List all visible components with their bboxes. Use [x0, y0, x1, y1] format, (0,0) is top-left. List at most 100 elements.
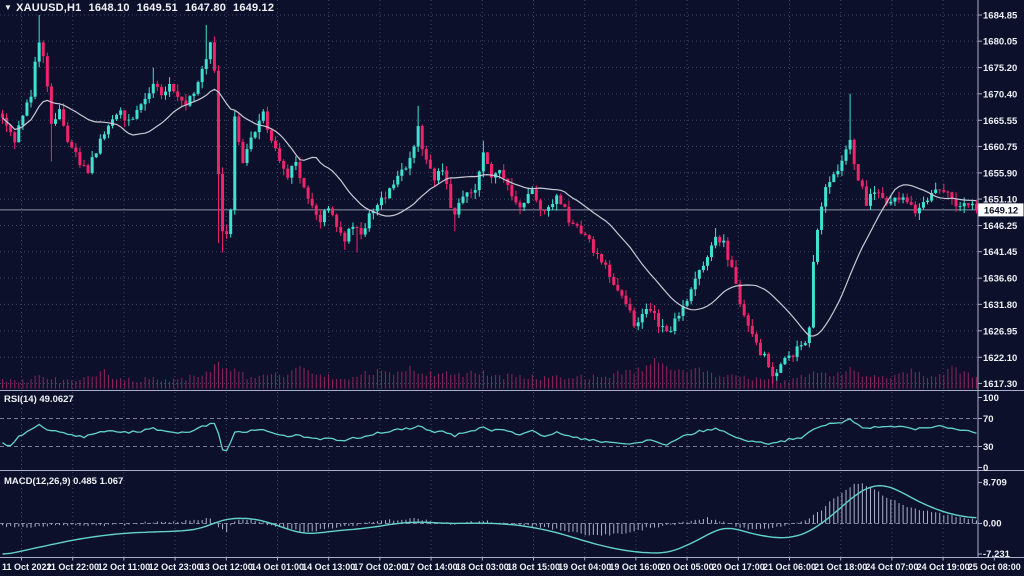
candle-body: [673, 318, 677, 331]
candle-body: [359, 228, 363, 235]
price-axis-label: 1655.90: [983, 168, 1017, 179]
candle-body: [946, 191, 950, 193]
candle-body: [710, 245, 714, 258]
candle-body: [909, 202, 913, 205]
candle-body: [970, 203, 974, 206]
price-axis-label: 1631.80: [983, 300, 1017, 311]
candle-body: [864, 186, 868, 206]
candle-body: [437, 171, 441, 181]
candle-body: [143, 98, 147, 105]
candle-body: [469, 192, 473, 194]
candle-body: [555, 195, 559, 204]
candle-body: [49, 86, 53, 124]
candle-body: [168, 84, 172, 92]
candle-body: [379, 197, 383, 206]
candle-body: [465, 192, 469, 197]
candle-body: [775, 372, 779, 377]
time-axis-label: 14 Oct 13:00: [302, 562, 355, 572]
price-axis-label: 1622.10: [983, 353, 1017, 364]
candle-body: [587, 235, 591, 240]
time-axis-label: 17 Oct 14:00: [405, 562, 458, 572]
candle-body: [534, 189, 538, 201]
candle-body: [628, 304, 632, 311]
candle-body: [885, 197, 889, 204]
candle-body: [750, 325, 754, 335]
candle-body: [816, 229, 819, 262]
candle-body: [66, 125, 70, 142]
candle-body: [783, 357, 787, 365]
candle-body: [653, 310, 656, 314]
candle-body: [257, 120, 261, 133]
candle-body: [873, 192, 877, 194]
time-axis-label: 21 Oct 06:00: [763, 562, 816, 572]
candle-body: [974, 203, 978, 210]
candle-body: [432, 168, 436, 181]
candle-body: [318, 214, 322, 223]
candle-body: [212, 42, 216, 71]
time-axis-label: 12 Oct 11:00: [98, 562, 151, 572]
candle-body: [538, 200, 542, 210]
candle-body: [640, 314, 644, 323]
candle-body: [758, 342, 762, 356]
candle-body: [367, 213, 371, 229]
candle-body: [159, 86, 163, 96]
candle-body: [616, 284, 620, 291]
price-axis-label: 1641.45: [983, 247, 1018, 258]
candle-body: [253, 132, 257, 138]
candle-body: [485, 152, 489, 164]
candle-body: [343, 232, 347, 242]
candle-body: [844, 149, 848, 161]
candle-body: [954, 198, 958, 207]
candle-body: [33, 61, 37, 97]
candle-body: [632, 310, 636, 327]
candle-body: [718, 236, 722, 243]
candle-body: [420, 126, 424, 150]
candle-body: [677, 315, 681, 319]
candle-body: [45, 56, 49, 87]
candle-body: [701, 265, 705, 271]
candle-body: [151, 83, 155, 94]
candle-body: [852, 139, 856, 165]
price-axis-label: 1636.60: [983, 274, 1017, 285]
candle-body: [693, 278, 697, 290]
candle-body: [196, 82, 200, 94]
candle-body: [331, 208, 335, 215]
candle-body: [322, 210, 326, 223]
candle-body: [216, 70, 220, 175]
candle-body: [286, 168, 290, 178]
price-axis-label: 1684.85: [983, 11, 1018, 22]
candle-body: [147, 93, 151, 99]
candle-body: [832, 174, 836, 183]
candle-body: [661, 326, 665, 328]
candle-body: [917, 207, 921, 214]
candle-body: [901, 197, 905, 200]
candle-body: [441, 170, 445, 172]
candle-body: [164, 91, 167, 96]
time-axis-label: 14 Oct 01:00: [251, 562, 304, 572]
candle-body: [803, 343, 807, 346]
candle-body: [106, 125, 110, 135]
candle-body: [502, 170, 506, 179]
candle-body: [571, 222, 575, 224]
candle-body: [58, 109, 62, 120]
candle-body: [347, 228, 351, 242]
current-price-badge-text: 1649.12: [984, 205, 1018, 216]
price-axis-label: 1626.95: [983, 326, 1018, 337]
candle-body: [644, 308, 648, 315]
candle-body: [200, 69, 204, 83]
candle-body: [249, 137, 253, 150]
candle-body: [926, 200, 930, 203]
candle-body: [363, 228, 367, 235]
candle-body: [111, 119, 115, 126]
candle-body: [763, 353, 767, 356]
current-price-badge: [978, 203, 1024, 217]
candle-body: [966, 203, 970, 206]
candle-body: [604, 262, 608, 265]
rsi-axis-label: 70: [983, 414, 994, 425]
candle-body: [563, 204, 567, 207]
price-axis-label: 1665.55: [983, 116, 1018, 127]
candle-body: [461, 196, 465, 203]
candle-body: [595, 252, 599, 254]
